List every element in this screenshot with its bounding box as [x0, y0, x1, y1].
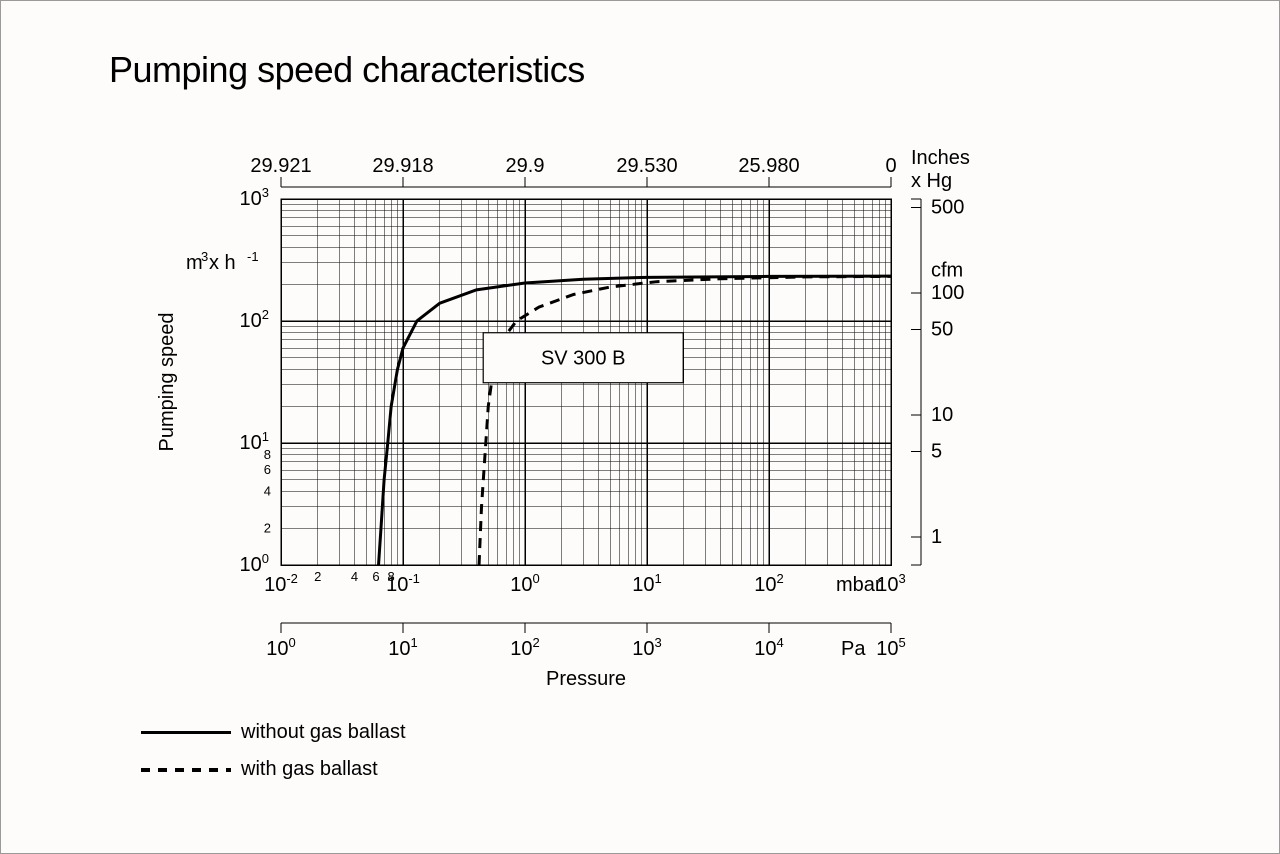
svg-text:100: 100 [510, 571, 539, 596]
svg-text:6: 6 [264, 462, 271, 477]
svg-text:103: 103 [240, 185, 269, 210]
svg-text:29.918: 29.918 [372, 155, 433, 177]
svg-text:100: 100 [931, 282, 964, 304]
svg-text:5: 5 [931, 441, 942, 463]
svg-text:100: 100 [266, 635, 295, 660]
svg-text:x h: x h [209, 252, 236, 274]
svg-text:500: 500 [931, 197, 964, 219]
svg-text:0: 0 [885, 155, 896, 177]
svg-text:2: 2 [264, 520, 271, 535]
svg-text:10-2: 10-2 [264, 571, 298, 596]
svg-text:Pressure: Pressure [546, 668, 626, 690]
svg-text:Inches: Inches [911, 147, 970, 169]
legend-swatch-dashed [141, 768, 231, 772]
svg-text:102: 102 [240, 307, 269, 332]
svg-text:x Hg: x Hg [911, 170, 952, 192]
svg-text:8: 8 [264, 447, 271, 462]
svg-text:4: 4 [264, 484, 271, 499]
legend-label: with gas ballast [241, 758, 378, 781]
legend-label: without gas ballast [241, 721, 406, 744]
svg-text:3: 3 [201, 249, 208, 264]
svg-text:-1: -1 [247, 249, 259, 264]
legend-swatch-solid [141, 731, 231, 734]
svg-text:Pa: Pa [841, 638, 866, 660]
svg-text:104: 104 [754, 635, 783, 660]
chart-svg: SV 300 B1001011021032468m3 x h-1Pumping … [131, 141, 1111, 701]
legend: without gas ballast with gas ballast [141, 721, 406, 795]
svg-text:4: 4 [351, 569, 358, 584]
page: Pumping speed characteristics SV 300 B10… [0, 0, 1280, 854]
svg-text:SV 300 B: SV 300 B [541, 348, 626, 370]
svg-text:103: 103 [632, 635, 661, 660]
svg-text:10: 10 [931, 404, 953, 426]
svg-text:Pumping speed: Pumping speed [156, 313, 178, 452]
svg-text:25.980: 25.980 [738, 155, 799, 177]
svg-text:29.921: 29.921 [250, 155, 311, 177]
svg-text:101: 101 [632, 571, 661, 596]
svg-text:2: 2 [314, 569, 321, 584]
svg-text:mbar: mbar [836, 574, 882, 596]
svg-text:50: 50 [931, 319, 953, 341]
svg-text:105: 105 [876, 635, 905, 660]
chart: SV 300 B1001011021032468m3 x h-1Pumping … [131, 141, 1111, 701]
svg-text:8: 8 [388, 569, 395, 584]
svg-text:cfm: cfm [931, 259, 963, 281]
legend-row-solid: without gas ballast [141, 721, 406, 744]
svg-text:102: 102 [754, 571, 783, 596]
svg-text:29.9: 29.9 [506, 155, 545, 177]
chart-title: Pumping speed characteristics [109, 49, 585, 91]
legend-row-dashed: with gas ballast [141, 758, 406, 781]
svg-text:29.530: 29.530 [616, 155, 677, 177]
svg-text:1: 1 [931, 526, 942, 548]
svg-text:102: 102 [510, 635, 539, 660]
svg-text:101: 101 [388, 635, 417, 660]
svg-text:100: 100 [240, 551, 269, 576]
svg-text:6: 6 [372, 569, 379, 584]
